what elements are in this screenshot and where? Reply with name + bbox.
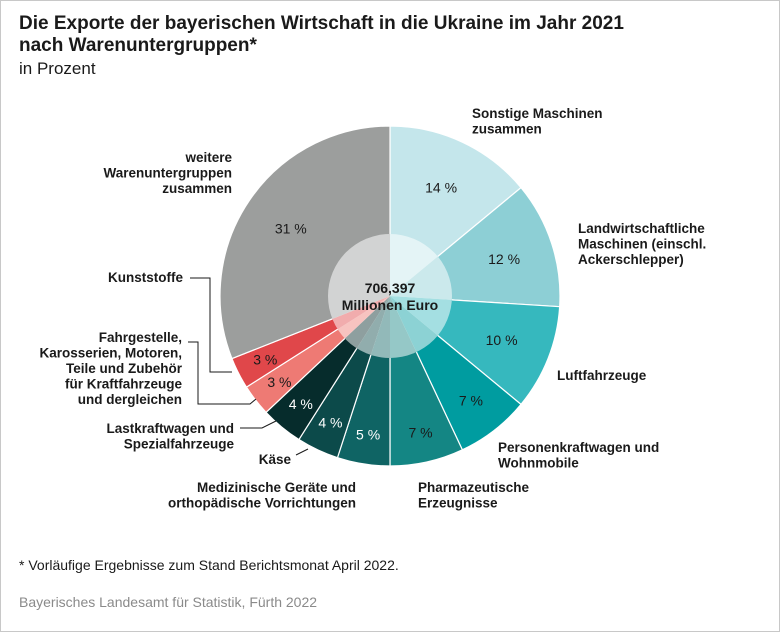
center-disk [328, 234, 452, 358]
category-label-weitere: weitere Warenuntergruppen zusammen [103, 150, 232, 196]
value-label-kunststoffe: 3 % [253, 352, 277, 368]
value-label-personenkraftwagen-und: 7 % [459, 392, 483, 408]
category-label-line: Teile und Zubehör [66, 361, 183, 376]
category-label-line: Maschinen (einschl. [578, 237, 706, 252]
leader-line-lastkraftwagen-und [240, 420, 277, 429]
category-label-line: Kunststoffe [108, 270, 183, 285]
category-label-line: für Kraftfahrzeuge [65, 377, 183, 392]
category-label-line: Erzeugnisse [418, 496, 498, 511]
value-label-pharmazeutische: 7 % [408, 425, 432, 441]
category-label-line: Personenkraftwagen und [498, 440, 659, 455]
category-label-kaese: Käse [259, 452, 292, 467]
footnote: * Vorläufige Ergebnisse zum Stand Berich… [19, 557, 399, 573]
category-label-line: Spezialfahrzeuge [124, 437, 235, 452]
category-label-line: Sonstige Maschinen [472, 106, 603, 121]
value-labels: 14 % 12 % 10 % 7 % 7 % 5 % 4 % 4 % 3 % 3 % 31 % [253, 179, 520, 442]
category-label-line: Wohnmobile [498, 456, 579, 471]
category-label-pharmazeutische: Pharmazeutische Erzeugnisse [418, 480, 530, 511]
value-label-medizinische-geraete-und: 5 % [356, 426, 380, 442]
category-label-medizinische-geraete-und: Medizinische Geräte und orthopädische Vor… [168, 480, 356, 511]
value-label-sonstige-maschinen: 14 % [425, 179, 457, 195]
category-label-sonstige-maschinen: Sonstige Maschinen zusammen [472, 106, 603, 137]
category-label-line: zusammen [472, 122, 542, 137]
category-label-line: Medizinische Geräte und [197, 480, 356, 495]
value-label-kaese: 4 % [318, 415, 342, 431]
center-total-value: 706,397 [365, 280, 416, 296]
pie-inner-ring [327, 233, 453, 358]
chart-title-line-2: nach Warenuntergruppen* [19, 35, 257, 56]
leader-line-kaese [295, 448, 309, 456]
category-label-personenkraftwagen-und: Personenkraftwagen und Wohnmobile [498, 440, 659, 471]
category-label-line: Luftfahrzeuge [557, 368, 647, 383]
category-label-line: Warenuntergruppen [103, 166, 232, 181]
source-note: Bayerisches Landesamt für Statistik, Für… [19, 594, 318, 610]
category-label-kunststoffe: Kunststoffe [108, 270, 183, 285]
category-label-line: Ackerschlepper) [578, 252, 684, 267]
category-label-line: orthopädische Vorrichtungen [168, 496, 356, 511]
value-label-landwirtschaftliche: 12 % [488, 251, 520, 267]
chart-title: Die Exporte der bayerischen Wirtschaft i… [19, 13, 759, 57]
category-labels: Sonstige Maschinen zusammenLandwirtschaft… [39, 106, 706, 511]
category-label-landwirtschaftliche: Landwirtschaftliche Maschinen (einschl. Ac… [578, 221, 706, 267]
category-label-line: Landwirtschaftliche [578, 221, 705, 236]
category-label-fahrgestelle: Fahrgestelle, Karosserien, Motoren, Teile … [39, 330, 182, 407]
leader-line-kunststoffe [190, 277, 232, 373]
category-label-lastkraftwagen-und: Lastkraftwagen und Spezialfahrzeuge [106, 421, 234, 452]
category-label-line: und dergleichen [78, 392, 182, 407]
value-label-fahrgestelle: 3 % [267, 374, 291, 390]
value-label-weitere: 31 % [275, 221, 307, 237]
category-label-line: Fahrgestelle, [99, 330, 182, 345]
chart-title-line-1: Die Exporte der bayerischen Wirtschaft i… [19, 13, 624, 34]
category-label-line: Pharmazeutische [418, 480, 530, 495]
category-label-line: Käse [259, 452, 292, 467]
center-total-unit: Millionen Euro [342, 297, 438, 313]
value-label-luftfahrzeuge: 10 % [486, 332, 518, 348]
category-label-line: zusammen [162, 181, 232, 196]
category-label-luftfahrzeuge: Luftfahrzeuge [557, 368, 647, 383]
chart-subtitle: in Prozent [19, 59, 96, 78]
category-label-line: Lastkraftwagen und [106, 421, 234, 436]
value-label-lastkraftwagen-und: 4 % [289, 396, 313, 412]
leader-lines [188, 277, 309, 456]
category-label-line: Karosserien, Motoren, [39, 346, 182, 361]
category-label-line: weitere [184, 150, 232, 165]
leader-line-fahrgestelle [188, 341, 257, 405]
